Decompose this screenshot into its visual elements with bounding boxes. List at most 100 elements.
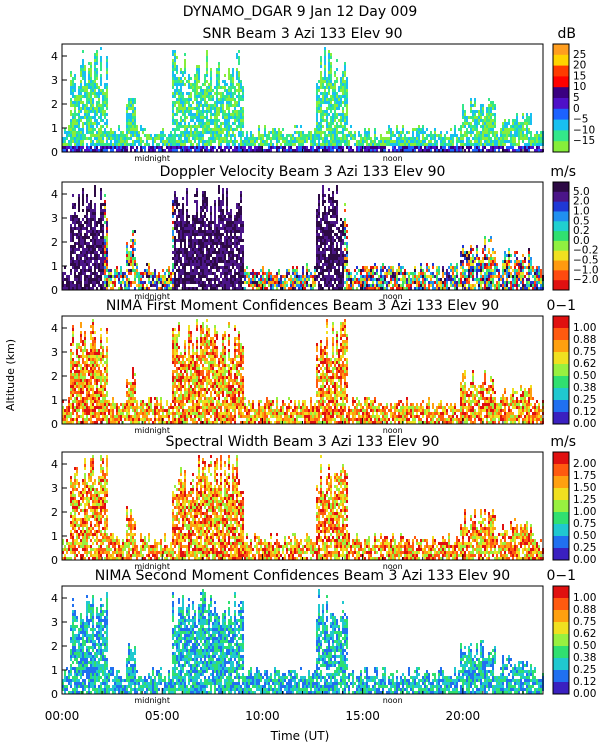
colorbar-label: 2.0 [573, 196, 590, 208]
panel-3: NIMA First Moment Confidences Beam 3 Azi… [51, 298, 596, 435]
colorbar-label: 0 [573, 103, 580, 115]
panel-title: NIMA Second Moment Confidences Beam 3 Az… [95, 568, 510, 584]
colorbar-label: 0.62 [573, 358, 596, 370]
noon-marker: noon [383, 696, 403, 705]
colorbar-swatch [553, 634, 569, 647]
colorbar-swatch [553, 536, 569, 549]
colorbar-label: 15 [573, 70, 586, 82]
colorbar-swatch [553, 682, 569, 695]
colorbar-frame [552, 315, 570, 425]
x-tick-label: 20:00 [446, 709, 481, 723]
colorbar-swatch [553, 119, 569, 131]
panels: SNR Beam 3 Azi 133 Elev 90 dB 0 1 2 3 4 midnigh… [45, 26, 599, 723]
colorbar-label: 1.25 [573, 494, 596, 506]
colorbar-swatch [553, 260, 569, 271]
colorbar-label: 0.75 [573, 518, 596, 530]
colorbar-label: 0.5 [573, 215, 590, 227]
panel-title: Doppler Velocity Beam 3 Azi 133 Elev 90 [160, 164, 446, 180]
colorbar-swatch [553, 610, 569, 623]
x-tick-label: 10:00 [245, 709, 280, 723]
y-tick-label: 1 [51, 122, 58, 135]
panel-title: SNR Beam 3 Azi 133 Elev 90 [202, 26, 402, 42]
colorbar-label: 5.0 [573, 186, 590, 198]
panel-4: Spectral Width Beam 3 Azi 133 Elev 90 m/s… [51, 434, 596, 571]
colorbar-swatch [553, 524, 569, 537]
data-field [62, 47, 544, 152]
noon-marker: noon [383, 154, 403, 163]
colorbar-label: 0.25 [573, 664, 596, 676]
colorbar-swatch [553, 512, 569, 525]
colorbar-frame [552, 585, 570, 695]
colorbar-label: 1.00 [573, 322, 596, 334]
colorbar: 2.001.751.501.251.000.750.500.250.00 [552, 451, 596, 566]
y-tick-label: 1 [51, 260, 58, 273]
colorbar-label: 0.38 [573, 382, 596, 394]
colorbar-swatch [553, 87, 569, 99]
colorbar-swatch [553, 141, 569, 153]
colorbar-label: 0.0 [573, 235, 590, 247]
colorbar-swatch [553, 54, 569, 67]
colorbar-swatch [553, 240, 569, 252]
data-field [62, 319, 544, 424]
colorbar-swatch [553, 646, 569, 659]
colorbar: 1.000.880.750.620.500.380.250.120.00 [552, 585, 596, 700]
colorbar-label: 0.25 [573, 542, 596, 554]
data-field [62, 455, 544, 560]
colorbar-swatch [553, 500, 569, 513]
unit-label: 0−1 [546, 298, 576, 314]
colorbar-label: 5 [573, 92, 580, 104]
colorbar-swatch [553, 352, 569, 365]
colorbar-swatch [553, 191, 569, 203]
noon-marker: noon [383, 562, 403, 571]
colorbar-swatch [553, 201, 569, 212]
x-tick-label: 00:00 [45, 709, 80, 723]
colorbar-label: 1.00 [573, 506, 596, 518]
colorbar-swatch [553, 340, 569, 353]
colorbar-label: 0.12 [573, 676, 596, 688]
colorbar-swatch [553, 270, 569, 281]
colorbar-label: 0.2 [573, 225, 590, 237]
colorbar-swatch [553, 328, 569, 341]
colorbar-swatch [553, 488, 569, 501]
colorbar-swatch [553, 400, 569, 413]
colorbar: 1.000.880.750.620.500.380.250.120.00 [552, 315, 596, 430]
colorbar-swatch [553, 476, 569, 489]
y-tick-label: 4 [51, 50, 58, 63]
x-tick-label: 15:00 [345, 709, 380, 723]
colorbar-swatch [553, 412, 569, 425]
unit-label: dB [558, 26, 577, 42]
colorbar-label: 0.88 [573, 604, 596, 616]
midnight-marker: midnight [134, 154, 170, 163]
y-tick-label: 0 [51, 554, 58, 567]
colorbar-label: 20 [573, 60, 586, 72]
colorbar-swatch [553, 65, 569, 77]
colorbar-swatch [553, 108, 569, 121]
colorbar-label: −2.0 [573, 274, 599, 286]
y-tick-label: 0 [51, 418, 58, 431]
y-tick-label: 2 [51, 640, 58, 653]
colorbar-label: −0.2 [573, 245, 599, 257]
colorbar-frame [552, 451, 570, 561]
colorbar-label: 0.00 [573, 418, 596, 430]
colorbar-label: 1.0 [573, 205, 590, 217]
colorbar-swatch [553, 586, 569, 599]
midnight-marker: midnight [134, 426, 170, 435]
colorbar-label: 0.75 [573, 616, 596, 628]
colorbar-label: −1.0 [573, 264, 599, 276]
y-tick-label: 1 [51, 664, 58, 677]
colorbar-swatch [553, 182, 569, 193]
colorbar-swatch [553, 280, 569, 291]
y-tick-label: 3 [51, 74, 58, 87]
y-tick-label: 4 [51, 188, 58, 201]
colorbar-label: 10 [573, 81, 586, 93]
colorbar-swatch [553, 250, 569, 262]
colorbar-swatch [553, 211, 569, 222]
colorbar-swatch [553, 658, 569, 671]
y-tick-label: 2 [51, 98, 58, 111]
data-field [62, 589, 544, 694]
colorbar-label: −10 [573, 124, 595, 136]
colorbar-label: 0.00 [573, 688, 596, 700]
data-field [62, 185, 544, 290]
